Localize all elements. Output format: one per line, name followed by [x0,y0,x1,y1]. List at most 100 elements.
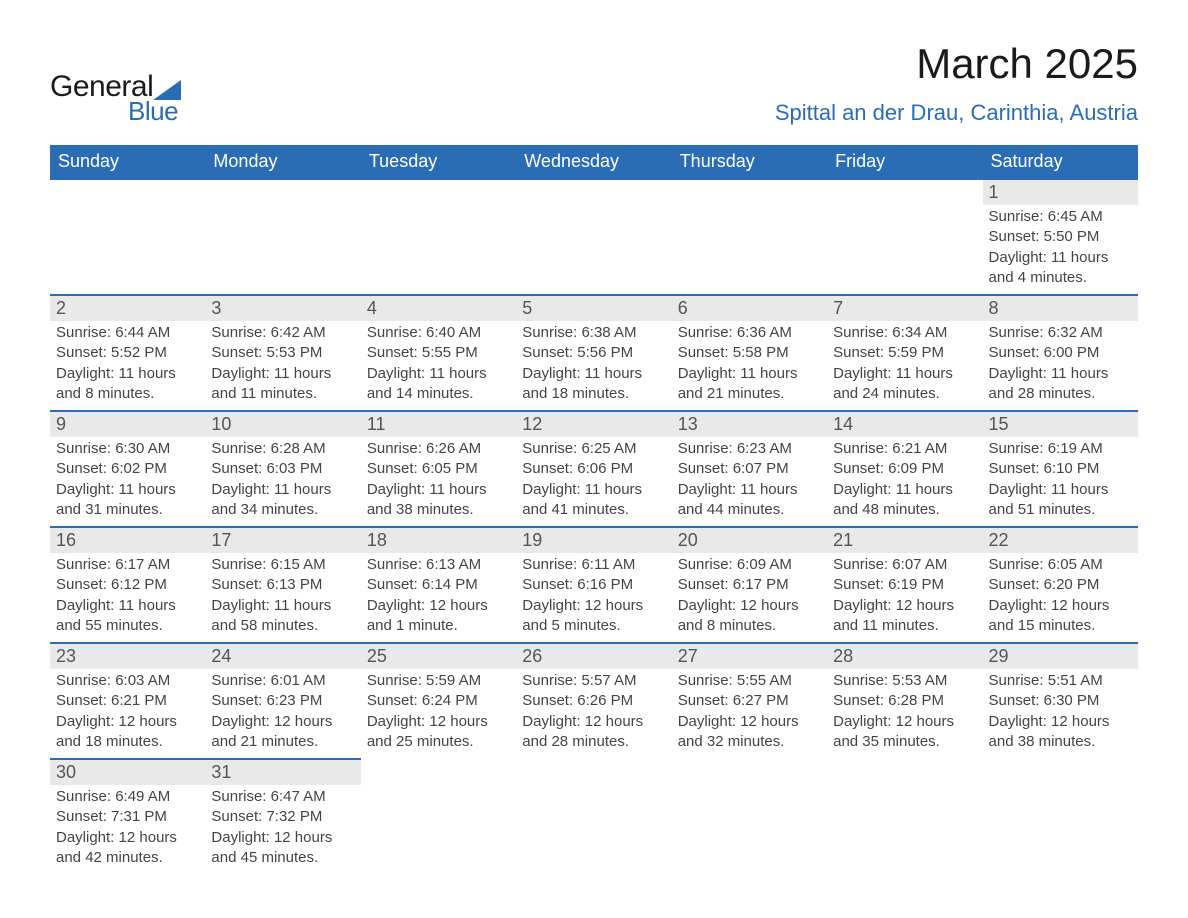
daylight-text-1: Daylight: 12 hours [211,712,354,732]
calendar-cell: 13Sunrise: 6:23 AMSunset: 6:07 PMDayligh… [672,411,827,527]
sunset-text: Sunset: 6:20 PM [989,575,1132,595]
daylight-text-2: and 18 minutes. [522,384,665,404]
daylight-text-1: Daylight: 12 hours [56,828,199,848]
daylight-text-1: Daylight: 12 hours [522,596,665,616]
daylight-text-1: Daylight: 11 hours [833,364,976,384]
day-number: 27 [672,644,827,669]
sunset-text: Sunset: 6:10 PM [989,459,1132,479]
daylight-text-2: and 32 minutes. [678,732,821,752]
sunset-text: Sunset: 6:14 PM [367,575,510,595]
day-content: Sunrise: 6:11 AMSunset: 6:16 PMDaylight:… [516,553,671,642]
sunset-text: Sunset: 6:07 PM [678,459,821,479]
day-content: Sunrise: 6:26 AMSunset: 6:05 PMDaylight:… [361,437,516,526]
sunset-text: Sunset: 6:27 PM [678,691,821,711]
day-content: Sunrise: 6:17 AMSunset: 6:12 PMDaylight:… [50,553,205,642]
day-number: 9 [50,412,205,437]
calendar-week-row: 16Sunrise: 6:17 AMSunset: 6:12 PMDayligh… [50,527,1138,643]
daylight-text-2: and 21 minutes. [211,732,354,752]
sunset-text: Sunset: 6:30 PM [989,691,1132,711]
sunrise-text: Sunrise: 6:07 AM [833,555,976,575]
sunset-text: Sunset: 6:24 PM [367,691,510,711]
daylight-text-1: Daylight: 11 hours [678,480,821,500]
daylight-text-2: and 38 minutes. [989,732,1132,752]
calendar-cell: .. [983,759,1138,874]
daylight-text-2: and 48 minutes. [833,500,976,520]
daylight-text-1: Daylight: 12 hours [678,712,821,732]
sunset-text: Sunset: 6:00 PM [989,343,1132,363]
daylight-text-2: and 21 minutes. [678,384,821,404]
daylight-text-2: and 35 minutes. [833,732,976,752]
day-number: 19 [516,528,671,553]
day-number: 21 [827,528,982,553]
day-number: 7 [827,296,982,321]
calendar-cell: .. [672,179,827,295]
sunset-text: Sunset: 6:12 PM [56,575,199,595]
location-subtitle: Spittal an der Drau, Carinthia, Austria [775,100,1138,126]
col-friday: Friday [827,145,982,179]
day-number: 26 [516,644,671,669]
daylight-text-2: and 8 minutes. [678,616,821,636]
day-number: 4 [361,296,516,321]
sunset-text: Sunset: 5:58 PM [678,343,821,363]
day-content: Sunrise: 5:55 AMSunset: 6:27 PMDaylight:… [672,669,827,758]
calendar-cell: 8Sunrise: 6:32 AMSunset: 6:00 PMDaylight… [983,295,1138,411]
calendar-cell: 31Sunrise: 6:47 AMSunset: 7:32 PMDayligh… [205,759,360,874]
daylight-text-1: Daylight: 11 hours [367,364,510,384]
daylight-text-2: and 4 minutes. [989,268,1132,288]
calendar-cell: .. [361,759,516,874]
calendar-cell: 9Sunrise: 6:30 AMSunset: 6:02 PMDaylight… [50,411,205,527]
sunset-text: Sunset: 6:13 PM [211,575,354,595]
day-number: 5 [516,296,671,321]
sunrise-text: Sunrise: 6:17 AM [56,555,199,575]
day-content: Sunrise: 6:44 AMSunset: 5:52 PMDaylight:… [50,321,205,410]
daylight-text-2: and 42 minutes. [56,848,199,868]
daylight-text-1: Daylight: 12 hours [989,596,1132,616]
day-number: 18 [361,528,516,553]
daylight-text-2: and 34 minutes. [211,500,354,520]
day-number: 11 [361,412,516,437]
daylight-text-2: and 25 minutes. [367,732,510,752]
calendar-cell: 5Sunrise: 6:38 AMSunset: 5:56 PMDaylight… [516,295,671,411]
day-content: Sunrise: 6:36 AMSunset: 5:58 PMDaylight:… [672,321,827,410]
col-saturday: Saturday [983,145,1138,179]
day-content: Sunrise: 6:47 AMSunset: 7:32 PMDaylight:… [205,785,360,874]
sunrise-text: Sunrise: 6:47 AM [211,787,354,807]
calendar-cell: .. [827,179,982,295]
daylight-text-2: and 14 minutes. [367,384,510,404]
sunrise-text: Sunrise: 6:49 AM [56,787,199,807]
calendar-cell: .. [672,759,827,874]
calendar-cell: 16Sunrise: 6:17 AMSunset: 6:12 PMDayligh… [50,527,205,643]
daylight-text-2: and 15 minutes. [989,616,1132,636]
day-number: 1 [983,180,1138,205]
calendar-cell: 20Sunrise: 6:09 AMSunset: 6:17 PMDayligh… [672,527,827,643]
calendar-cell: .. [205,179,360,295]
calendar-week-row: 30Sunrise: 6:49 AMSunset: 7:31 PMDayligh… [50,759,1138,874]
day-content: Sunrise: 6:30 AMSunset: 6:02 PMDaylight:… [50,437,205,526]
sunrise-text: Sunrise: 6:21 AM [833,439,976,459]
sunset-text: Sunset: 6:17 PM [678,575,821,595]
day-number: 10 [205,412,360,437]
daylight-text-2: and 5 minutes. [522,616,665,636]
daylight-text-1: Daylight: 11 hours [989,364,1132,384]
sunset-text: Sunset: 6:23 PM [211,691,354,711]
calendar-week-row: 9Sunrise: 6:30 AMSunset: 6:02 PMDaylight… [50,411,1138,527]
sunset-text: Sunset: 5:55 PM [367,343,510,363]
calendar-cell: 15Sunrise: 6:19 AMSunset: 6:10 PMDayligh… [983,411,1138,527]
sunrise-text: Sunrise: 6:40 AM [367,323,510,343]
calendar-cell: 19Sunrise: 6:11 AMSunset: 6:16 PMDayligh… [516,527,671,643]
sunrise-text: Sunrise: 6:38 AM [522,323,665,343]
daylight-text-2: and 51 minutes. [989,500,1132,520]
daylight-text-1: Daylight: 11 hours [522,480,665,500]
day-number: 24 [205,644,360,669]
sunset-text: Sunset: 7:32 PM [211,807,354,827]
daylight-text-1: Daylight: 12 hours [56,712,199,732]
day-content: Sunrise: 6:01 AMSunset: 6:23 PMDaylight:… [205,669,360,758]
calendar-cell: 26Sunrise: 5:57 AMSunset: 6:26 PMDayligh… [516,643,671,759]
day-number: 22 [983,528,1138,553]
sunrise-text: Sunrise: 6:45 AM [989,207,1132,227]
day-content: Sunrise: 6:28 AMSunset: 6:03 PMDaylight:… [205,437,360,526]
sunrise-text: Sunrise: 6:26 AM [367,439,510,459]
calendar-table: Sunday Monday Tuesday Wednesday Thursday… [50,145,1138,874]
calendar-cell: 24Sunrise: 6:01 AMSunset: 6:23 PMDayligh… [205,643,360,759]
day-content: Sunrise: 6:05 AMSunset: 6:20 PMDaylight:… [983,553,1138,642]
